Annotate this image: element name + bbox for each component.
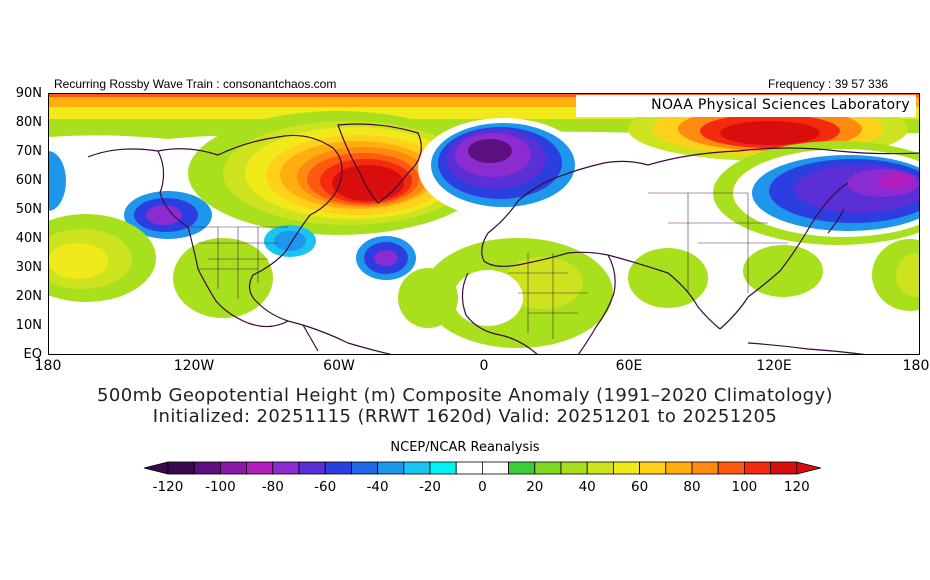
positive-east-asia [743, 245, 823, 297]
colorbar-cell [770, 461, 798, 475]
colorbar [143, 461, 821, 475]
lat-label: 60N [15, 173, 42, 188]
colorbar-cell [744, 461, 772, 475]
trough-north-pacific [713, 141, 920, 245]
colorbar-tick-label: -100 [205, 479, 236, 495]
positive-south-asia [628, 248, 708, 308]
colorbar-title: NCEP/NCAR Reanalysis [390, 440, 540, 455]
colorbar-cell [377, 461, 405, 475]
map-subtitle: Initialized: 20251115 (RRWT 1620d) Valid… [152, 406, 778, 427]
colorbar-tick-label: 60 [631, 479, 649, 495]
colorbar-cell [220, 461, 248, 475]
noaa-label-box: NOAA Physical Sciences Laboratory [576, 95, 916, 117]
source-note: Recurring Rossby Wave Train : consonantc… [54, 77, 337, 91]
colorbar-tick-label: 40 [578, 479, 596, 495]
positive-western-us [173, 238, 273, 318]
lat-label: 70N [15, 144, 42, 159]
colorbar-cell [298, 461, 326, 475]
colorbar-cell [586, 461, 614, 475]
colorbar-tick-label: -80 [261, 479, 284, 495]
lat-label: 10N [15, 318, 42, 333]
colorbar-cell [639, 461, 667, 475]
lat-label: 90N [15, 86, 42, 101]
lon-label: 0 [479, 358, 489, 374]
colorbar-cell [560, 461, 588, 475]
colorbar-cell [246, 461, 274, 475]
colorbar-tick-label: 100 [731, 479, 758, 495]
colorbar-tick-label: -60 [314, 479, 337, 495]
colorbar-cell [350, 461, 378, 475]
positive-dateline-east [872, 239, 920, 311]
polar-band-orange [48, 97, 920, 107]
lon-label: 60W [323, 358, 355, 374]
polar-band-red [48, 93, 920, 97]
borders [188, 192, 788, 339]
anomaly-map [48, 93, 920, 355]
lab-name: NOAA Physical Sciences Laboratory [651, 97, 910, 113]
lon-label: 60E [615, 358, 643, 374]
colorbar-tick-label: 80 [683, 479, 701, 495]
colorbar-cell [455, 461, 483, 475]
lon-label: 120E [756, 358, 792, 374]
lat-label: EQ [23, 347, 42, 362]
colorbar-cell [717, 461, 745, 475]
colorbar-cell [612, 461, 640, 475]
ridge-central-pacific [48, 214, 156, 302]
trough-west-edge [48, 151, 66, 211]
colorbar-tick-label: 20 [526, 479, 544, 495]
lat-label: 80N [15, 115, 42, 130]
colorbar-cell [534, 461, 562, 475]
map-title: 500mb Geopotential Height (m) Composite … [97, 385, 833, 406]
colorbar-cell [665, 461, 693, 475]
colorbar-cell [324, 461, 352, 475]
lat-label: 50N [15, 202, 42, 217]
frequency-note: Frequency : 39 57 336 [768, 77, 889, 91]
colorbar-cell [272, 461, 300, 475]
lat-label: 20N [15, 289, 42, 304]
colorbar-tick-label: 120 [783, 479, 810, 495]
colorbar-cell [481, 461, 509, 475]
colorbar-tick-label: -40 [366, 479, 389, 495]
lon-label: 180 [34, 358, 62, 374]
lat-label: 40N [15, 231, 42, 246]
colorbar-cell [167, 461, 195, 475]
trough-mid-atlantic [356, 236, 416, 280]
colorbar-tick-label: -120 [152, 479, 184, 495]
colorbar-arrow-high [796, 461, 821, 475]
colorbar-cell [403, 461, 431, 475]
lon-label: 120W [173, 358, 215, 374]
trough-scandinavia [418, 118, 588, 218]
lon-label: 180 [902, 358, 930, 374]
colorbar-tick-label: -20 [418, 479, 442, 495]
lat-label: 30N [15, 260, 42, 275]
ridge-greenland-canada [188, 111, 488, 235]
colorbar-arrow-low [143, 461, 169, 475]
coastlines [87, 123, 920, 355]
trough-northeast-us [264, 225, 316, 257]
colorbar-cell [508, 461, 536, 475]
colorbar-cell [691, 461, 719, 475]
colorbar-cell [429, 461, 457, 475]
colorbar-cell [193, 461, 221, 475]
colorbar-tick-label: 0 [478, 479, 487, 495]
